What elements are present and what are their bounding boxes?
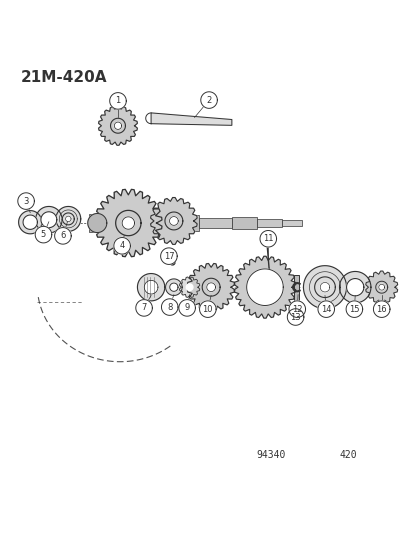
Text: 8: 8: [167, 303, 172, 312]
Text: 9: 9: [184, 303, 189, 312]
Bar: [256, 219, 281, 227]
Polygon shape: [378, 284, 384, 290]
Text: 17: 17: [163, 252, 174, 261]
Polygon shape: [135, 300, 152, 316]
Polygon shape: [303, 265, 346, 309]
Text: 94340: 94340: [256, 450, 285, 461]
Text: 15: 15: [348, 305, 359, 313]
Text: 10: 10: [202, 305, 213, 313]
Polygon shape: [365, 271, 397, 303]
Polygon shape: [41, 212, 57, 228]
Text: 13: 13: [290, 312, 300, 321]
Text: 3: 3: [24, 197, 28, 206]
Polygon shape: [287, 309, 303, 325]
Bar: [231, 217, 256, 229]
Text: 16: 16: [375, 305, 386, 313]
Polygon shape: [23, 215, 37, 229]
Polygon shape: [373, 301, 389, 318]
Polygon shape: [345, 301, 362, 318]
Text: 12: 12: [291, 305, 302, 313]
Polygon shape: [320, 282, 329, 292]
Polygon shape: [164, 212, 183, 230]
Text: 6: 6: [60, 231, 65, 240]
Bar: [198, 217, 231, 229]
Polygon shape: [169, 216, 178, 225]
Polygon shape: [95, 189, 161, 257]
Polygon shape: [169, 283, 178, 292]
Polygon shape: [122, 217, 134, 229]
Polygon shape: [35, 227, 52, 243]
Polygon shape: [259, 230, 276, 247]
Polygon shape: [314, 277, 335, 297]
Text: 5: 5: [41, 230, 46, 239]
Polygon shape: [137, 273, 164, 301]
Text: 420: 420: [339, 450, 356, 461]
Polygon shape: [202, 278, 220, 296]
Text: 4: 4: [119, 241, 124, 251]
Polygon shape: [288, 301, 305, 318]
Polygon shape: [98, 106, 137, 146]
Polygon shape: [234, 256, 295, 318]
Polygon shape: [56, 206, 81, 231]
Polygon shape: [55, 228, 71, 244]
Polygon shape: [165, 279, 182, 295]
Polygon shape: [246, 269, 282, 305]
Polygon shape: [161, 299, 178, 316]
Polygon shape: [115, 211, 141, 236]
Polygon shape: [144, 280, 158, 294]
Polygon shape: [18, 193, 34, 209]
Polygon shape: [179, 277, 199, 297]
Polygon shape: [160, 248, 177, 264]
Polygon shape: [150, 198, 197, 244]
Polygon shape: [206, 283, 215, 292]
Polygon shape: [110, 118, 125, 133]
Polygon shape: [375, 281, 387, 293]
Bar: [293, 275, 298, 308]
Polygon shape: [88, 214, 107, 232]
Polygon shape: [19, 211, 42, 234]
Polygon shape: [114, 238, 130, 254]
Polygon shape: [339, 271, 370, 303]
Text: 2: 2: [206, 95, 211, 104]
Polygon shape: [199, 301, 216, 318]
Polygon shape: [109, 93, 126, 109]
Polygon shape: [65, 216, 71, 222]
Polygon shape: [36, 206, 62, 233]
Bar: [281, 220, 301, 226]
Polygon shape: [151, 113, 231, 125]
Text: 14: 14: [320, 305, 331, 313]
Polygon shape: [186, 284, 192, 290]
Polygon shape: [346, 279, 363, 296]
Polygon shape: [114, 122, 121, 130]
Text: 21M-420A: 21M-420A: [21, 70, 107, 85]
Bar: [109, 216, 173, 230]
Text: 1: 1: [115, 96, 120, 106]
Text: 11: 11: [262, 235, 273, 243]
Polygon shape: [187, 263, 234, 311]
Polygon shape: [62, 213, 74, 225]
Bar: [173, 215, 198, 231]
Polygon shape: [178, 300, 195, 316]
Text: 7: 7: [141, 303, 146, 312]
Bar: [89, 214, 109, 232]
Polygon shape: [317, 301, 334, 318]
Polygon shape: [200, 92, 217, 108]
